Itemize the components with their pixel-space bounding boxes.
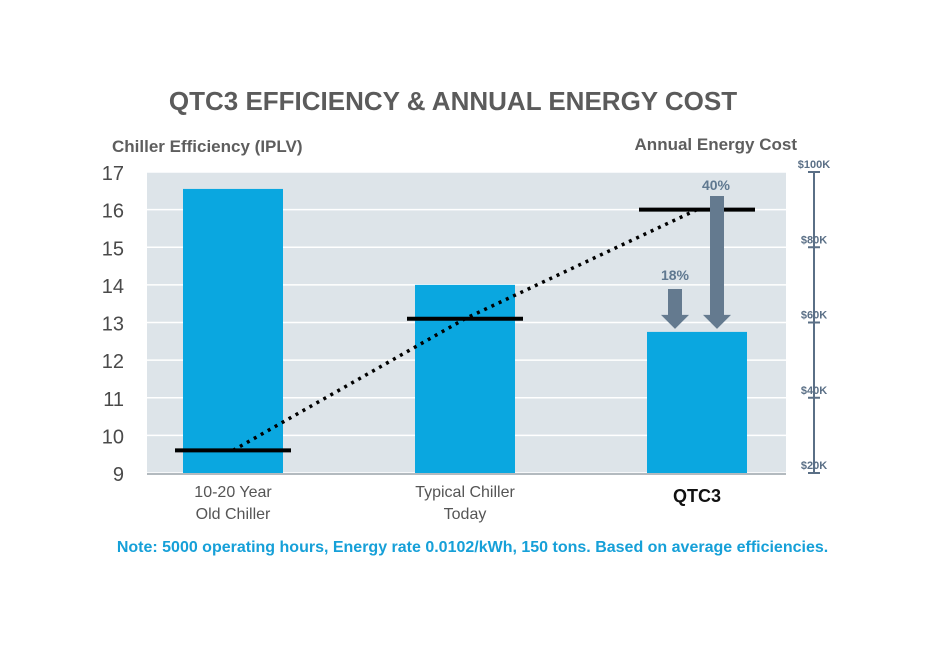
right-tick-label: $40K	[801, 385, 827, 397]
right-axis-title: Annual Energy Cost	[635, 135, 798, 154]
label-40-percent: 40%	[702, 177, 731, 193]
left-tick-label: 15	[102, 238, 124, 260]
left-tick-label: 11	[103, 389, 124, 411]
right-axis: $20K $40K $60K $80K $100K	[798, 159, 830, 474]
category-label: QTC3	[673, 486, 721, 506]
category-label: Today	[444, 506, 487, 523]
left-tick-label: 13	[102, 314, 124, 336]
category-label: 10-20 Year	[194, 484, 272, 501]
right-tick-label: $20K	[801, 460, 827, 472]
left-tick-label: 12	[102, 351, 124, 373]
label-18-percent: 18%	[661, 267, 690, 283]
efficiency-bar	[647, 331, 747, 473]
chart-title: QTC3 EFFICIENCY & ANNUAL ENERGY COST	[169, 86, 737, 116]
category-label: Old Chiller	[196, 506, 271, 523]
efficiency-bar	[183, 188, 283, 473]
x-axis: 10-20 Year Old Chiller Typical Chiller Toda…	[147, 473, 786, 523]
bars	[183, 188, 747, 473]
arrow-40-percent	[703, 196, 731, 329]
footnote: Note: 5000 operating hours, Energy rate …	[116, 539, 829, 556]
right-tick-label: $100K	[798, 159, 830, 171]
left-tick-label: 9	[113, 464, 124, 486]
arrow-18-percent	[661, 289, 689, 329]
left-tick-label: 10	[102, 426, 124, 448]
efficiency-bar	[415, 284, 515, 473]
right-tick-label: $60K	[801, 310, 827, 322]
savings-arrows: 18% 40%	[661, 177, 731, 329]
left-tick-label: 14	[102, 276, 124, 298]
right-tick-label: $80K	[801, 234, 827, 246]
left-axis: 9 10 11 12 13 14 15 16 17	[102, 163, 124, 486]
left-axis-title: Chiller Efficiency (IPLV)	[112, 137, 303, 156]
category-label: Typical Chiller	[415, 484, 515, 501]
cost-markers	[175, 207, 755, 453]
left-tick-label: 17	[102, 163, 124, 185]
left-tick-label: 16	[102, 201, 124, 223]
